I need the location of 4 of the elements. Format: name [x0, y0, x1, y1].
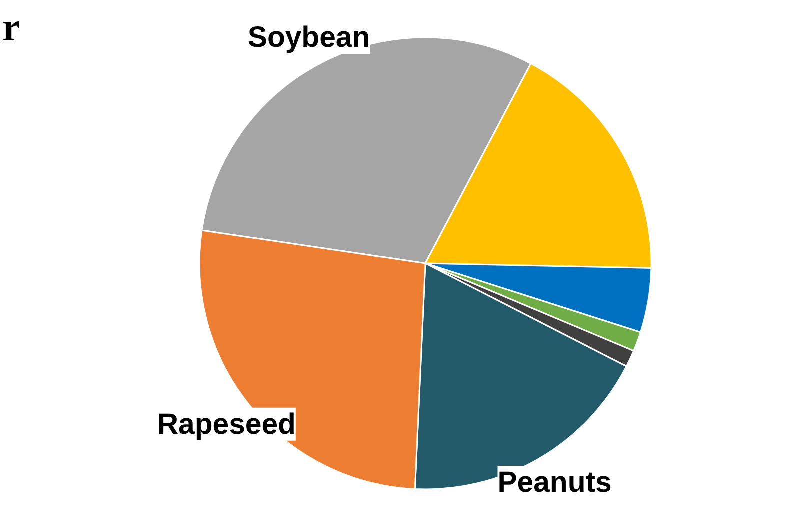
slice-label: Peanuts [498, 466, 612, 499]
slice-label: Rapeseed [157, 408, 296, 441]
chart-title: r [2, 4, 20, 50]
slice-label: Soybean [248, 21, 370, 54]
